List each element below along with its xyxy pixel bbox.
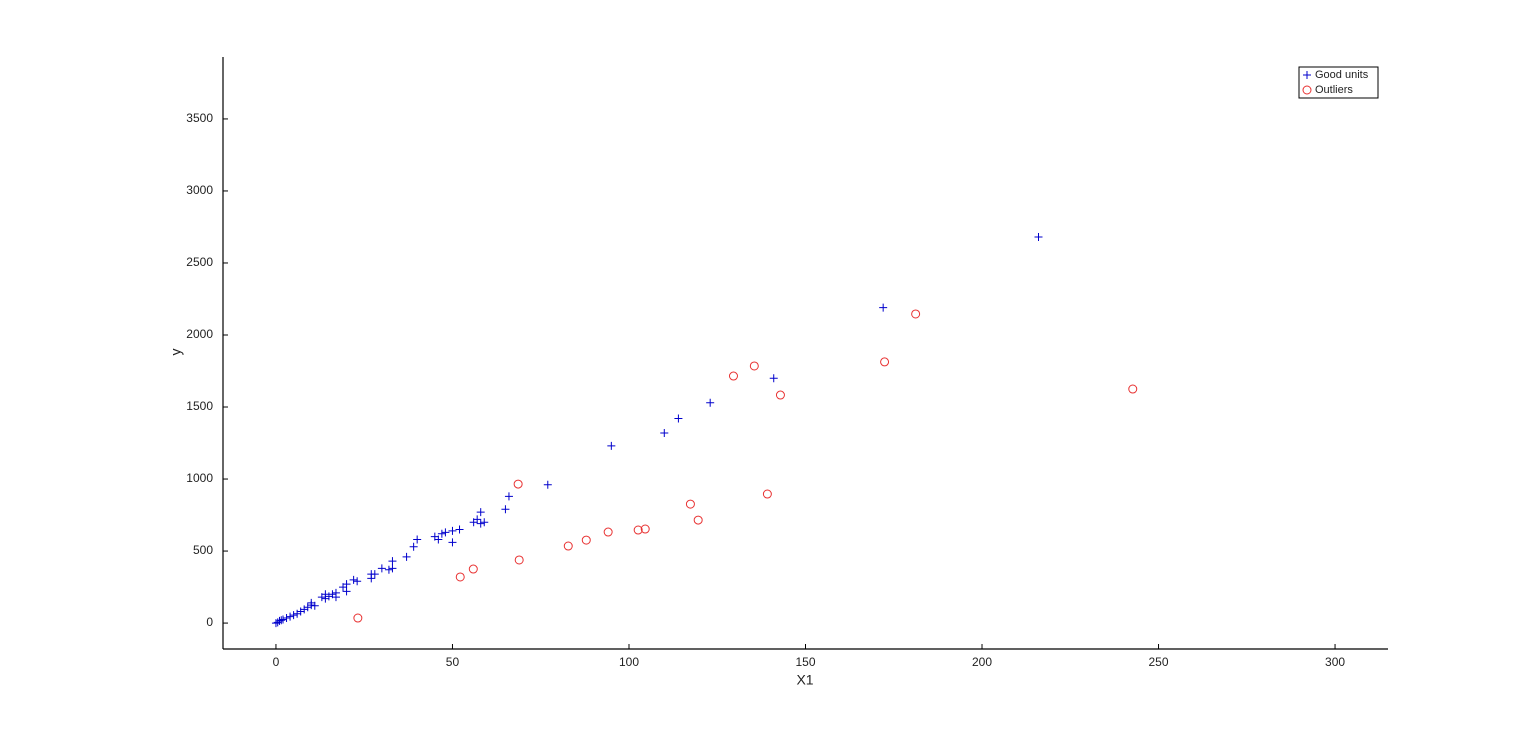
point <box>434 535 443 544</box>
x-tick-label: 50 <box>446 655 460 669</box>
point <box>353 613 363 623</box>
point <box>324 592 333 601</box>
point <box>388 557 397 566</box>
point <box>455 525 464 534</box>
x-tick-label: 200 <box>972 655 992 669</box>
y-tick-label: 2500 <box>186 255 213 269</box>
point <box>441 528 450 537</box>
point <box>468 564 478 574</box>
x-axis-label: X1 <box>796 672 813 688</box>
point <box>633 525 643 535</box>
point <box>674 414 683 423</box>
point <box>409 542 418 551</box>
point <box>448 538 457 547</box>
point <box>749 361 759 371</box>
point <box>370 570 379 579</box>
point <box>273 618 282 627</box>
x-tick-label: 150 <box>795 655 815 669</box>
point <box>282 614 291 623</box>
point <box>277 616 286 625</box>
point <box>476 519 485 528</box>
point <box>473 515 482 524</box>
point <box>402 552 411 561</box>
point <box>275 616 284 625</box>
point <box>353 577 362 586</box>
point <box>367 574 376 583</box>
point <box>293 609 302 618</box>
point <box>911 309 921 319</box>
point <box>377 564 386 573</box>
point <box>706 398 715 407</box>
point <box>331 593 340 602</box>
point <box>384 565 393 574</box>
point <box>693 515 703 525</box>
y-tick-label: 3500 <box>186 111 213 125</box>
point <box>286 612 295 621</box>
point <box>660 428 669 437</box>
y-tick-label: 1500 <box>186 399 213 413</box>
point <box>448 526 457 535</box>
x-tick-label: 100 <box>619 655 639 669</box>
y-axis-label: y <box>168 349 184 356</box>
point <box>762 489 772 499</box>
point <box>476 508 485 517</box>
point <box>581 535 591 545</box>
y-tick-label: 3000 <box>186 183 213 197</box>
point <box>310 601 319 610</box>
point <box>300 605 309 614</box>
point <box>514 555 524 565</box>
point <box>388 564 397 573</box>
point <box>303 603 312 612</box>
point <box>437 529 446 538</box>
point <box>349 575 358 584</box>
x-tick-label: 250 <box>1149 655 1169 669</box>
legend-marker <box>1302 85 1312 95</box>
x-tick-label: 300 <box>1325 655 1345 669</box>
point <box>342 587 351 596</box>
point <box>563 541 573 551</box>
y-tick-label: 500 <box>193 543 213 557</box>
point <box>342 580 351 589</box>
point <box>289 611 298 620</box>
y-tick-label: 1000 <box>186 471 213 485</box>
point <box>685 499 695 509</box>
point <box>1128 384 1138 394</box>
legend-box <box>1298 66 1379 99</box>
point <box>769 374 778 383</box>
point <box>880 357 890 367</box>
point <box>603 527 613 537</box>
point <box>775 390 785 400</box>
point <box>455 572 465 582</box>
x-tick-label: 0 <box>273 655 280 669</box>
point <box>607 441 616 450</box>
point <box>279 615 288 624</box>
point <box>480 518 489 527</box>
point <box>728 371 738 381</box>
point <box>271 619 280 628</box>
point <box>640 524 650 534</box>
point <box>501 505 510 514</box>
legend-label: Good units <box>1315 69 1369 81</box>
legend-label: Outliers <box>1315 84 1353 96</box>
point <box>879 303 888 312</box>
point <box>513 479 523 489</box>
y-tick-label: 2000 <box>186 327 213 341</box>
y-tick-label: 0 <box>206 615 213 629</box>
point <box>504 492 513 501</box>
point <box>413 535 422 544</box>
point <box>543 480 552 489</box>
point <box>1034 233 1043 242</box>
point <box>296 607 305 616</box>
legend-marker <box>1303 71 1311 79</box>
point <box>321 594 330 603</box>
